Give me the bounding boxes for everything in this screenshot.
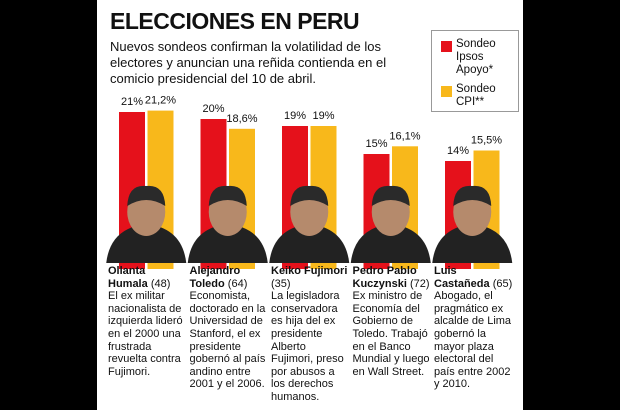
portrait-shoulders [350, 224, 431, 263]
candidate-name: Pedro Pablo Kuczynski [352, 265, 417, 290]
candidate-heading: Pedro Pablo Kuczynski (72) [353, 265, 433, 290]
value-label: 21,2% [145, 95, 176, 107]
candidate-name: Luis Castañeda [434, 265, 490, 290]
portrait-hair [127, 185, 166, 206]
candidate-name: Ollanta Humala [108, 265, 148, 290]
candidate-description: Abogado, el pragmático ex alcalde de Lim… [434, 290, 512, 391]
candidate-heading: Luis Castañeda (65) [434, 265, 514, 290]
chart-title: ELECCIONES EN PERU [110, 8, 360, 34]
value-label: 15,5% [471, 135, 502, 147]
value-label: 14% [447, 145, 469, 157]
candidate-heading: Keiko Fujimori (35) [271, 265, 351, 290]
value-label: 19% [312, 110, 334, 122]
candidate-description: El ex militar nacionalista de izquierda … [108, 290, 183, 378]
value-label: 15% [365, 138, 387, 150]
candidate-age: (64) [227, 277, 248, 290]
value-label: 18,6% [226, 113, 257, 125]
legend-swatch [441, 86, 452, 97]
candidate-heading: Alejandro Toledo (64) [190, 265, 270, 290]
candidate-caption: Pedro Pablo Kuczynski (72) Ex ministro de… [353, 265, 433, 378]
value-label: 16,1% [389, 130, 420, 142]
candidate-caption: Keiko Fujimori (35) La legisladora conser… [271, 265, 351, 404]
portrait-shoulders [106, 224, 187, 263]
candidate-caption: Alejandro Toledo (64) Economista, doctora… [190, 265, 270, 391]
portrait-hair [371, 185, 410, 206]
candidate-name: Alejandro Toledo [189, 265, 241, 290]
candidate-caption: Ollanta Humala (48) El ex militar naciona… [108, 265, 188, 378]
portrait-shoulders [432, 224, 513, 263]
candidate-caption: Luis Castañeda (65) Abogado, el pragmátic… [434, 265, 514, 391]
portrait-shoulders [269, 224, 350, 263]
value-label: 19% [284, 110, 306, 122]
candidate-age: (72) [409, 277, 430, 290]
candidate-heading: Ollanta Humala (48) [108, 265, 188, 290]
portrait-shoulders [187, 224, 268, 263]
candidate-name: Keiko Fujimori [271, 265, 348, 277]
portrait-hair [208, 185, 247, 206]
legend: Sondeo Ipsos Apoyo* Sondeo CPI** [431, 30, 519, 112]
candidate-description: Economista, doctorado en la Universidad … [189, 290, 266, 391]
legend-label: Sondeo CPI** [456, 83, 496, 108]
portrait-hair [453, 185, 492, 206]
candidate-age: (48) [150, 277, 171, 290]
chart-subtitle: Nuevos sondeos confirman la volatilidad … [110, 39, 387, 86]
candidate-description: La legisladora conservadora es hija del … [271, 290, 344, 403]
value-label: 20% [202, 103, 224, 115]
candidate-description: Ex ministro de Economía del Gobierno de … [352, 290, 430, 378]
value-label: 21% [121, 96, 143, 108]
candidate-age: (65) [492, 277, 513, 290]
legend-label: Sondeo Ipsos Apoyo* [456, 38, 496, 76]
portrait-hair [290, 185, 329, 206]
candidate-age: (35) [271, 277, 291, 290]
legend-swatch [441, 41, 452, 52]
